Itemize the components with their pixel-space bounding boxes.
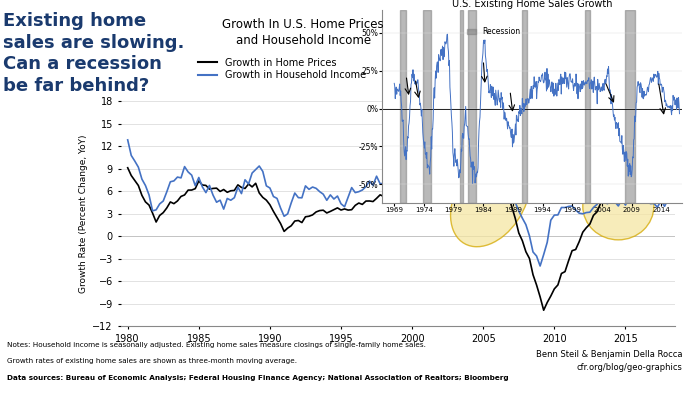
Title: U.S. Existing Home Sales Growth: U.S. Existing Home Sales Growth	[452, 0, 613, 9]
Bar	[469, 10, 476, 202]
Ellipse shape	[451, 151, 530, 247]
Bar	[522, 10, 526, 202]
Bar	[586, 10, 590, 202]
Bar	[400, 10, 406, 202]
Text: Growth In U.S. Home Prices
and Household Income: Growth In U.S. Home Prices and Household…	[223, 18, 384, 47]
Text: Notes: Household income is seasonally adjusted. Existing home sales measure clos: Notes: Household income is seasonally ad…	[7, 342, 426, 348]
Text: Growth rates of existing home sales are shown as three-month moving average.: Growth rates of existing home sales are …	[7, 358, 297, 364]
Text: Benn Steil & Benjamin Della Rocca
cfr.org/blog/geo-graphics: Benn Steil & Benjamin Della Rocca cfr.or…	[535, 350, 682, 372]
Bar	[625, 10, 635, 202]
Legend: Recession: Recession	[467, 28, 521, 36]
Text: Data sources: Bureau of Economic Analysis; Federal Housing Finance Agency; Natio: Data sources: Bureau of Economic Analysi…	[7, 375, 508, 381]
Text: Existing home
sales are slowing.
Can a recession
be far behind?: Existing home sales are slowing. Can a r…	[3, 12, 185, 95]
Bar	[460, 10, 462, 202]
Y-axis label: Growth Rate (Percent Change, YoY): Growth Rate (Percent Change, YoY)	[79, 134, 88, 293]
Bar	[423, 10, 431, 202]
Legend: Growth in Home Prices, Growth in Household Income: Growth in Home Prices, Growth in Househo…	[198, 58, 366, 81]
Ellipse shape	[583, 173, 654, 240]
